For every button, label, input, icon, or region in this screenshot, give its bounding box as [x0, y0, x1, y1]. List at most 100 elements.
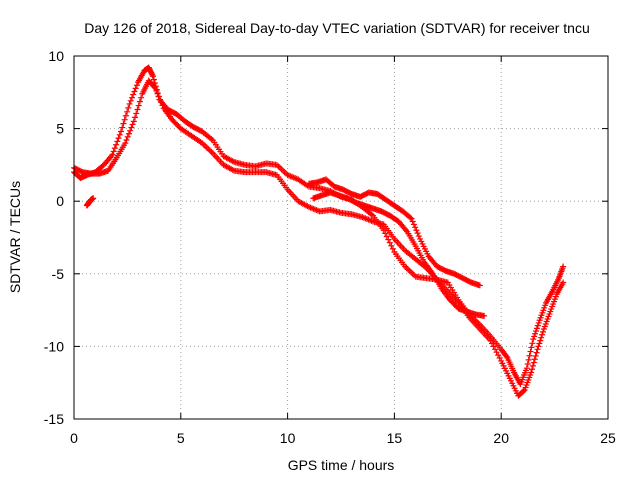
data-point-interp	[407, 214, 414, 221]
data-marks	[71, 64, 567, 399]
data-point-interp	[539, 331, 546, 338]
data-point-interp	[122, 112, 129, 119]
data-point-interp	[128, 94, 135, 101]
y-axis-label: SDTVAR / TECUs	[7, 181, 23, 293]
data-point-interp	[121, 116, 128, 123]
data-point	[130, 118, 137, 125]
data-point-interp	[113, 141, 120, 148]
data-point-interp	[150, 76, 157, 83]
y-tick-label: -15	[44, 411, 64, 427]
data-point	[528, 369, 535, 376]
series-branch-b	[71, 77, 567, 399]
y-tick-label: 5	[56, 121, 64, 137]
series-branch-d	[310, 189, 488, 319]
data-point-interp	[124, 133, 131, 140]
series-branch-c	[305, 176, 483, 289]
data-point-interp	[414, 230, 421, 237]
data-point-interp	[533, 349, 540, 356]
data-point-interp	[537, 337, 544, 344]
x-tick-label: 20	[493, 430, 509, 446]
data-point-interp	[149, 72, 156, 79]
data-point-interp	[535, 319, 542, 326]
data-point-interp	[531, 356, 538, 363]
data-point-interp	[529, 366, 536, 373]
data-point-interp	[151, 83, 158, 90]
data-point-interp	[136, 98, 143, 105]
data-point-interp	[154, 90, 161, 97]
y-tick-label: -5	[52, 266, 65, 282]
data-point-interp	[127, 127, 134, 134]
data-point-interp	[531, 333, 538, 340]
data-point-interp	[383, 233, 390, 240]
data-point-interp	[415, 233, 422, 240]
data-point-interp	[130, 91, 137, 98]
data-point-interp	[131, 88, 138, 95]
series-early-gap	[83, 195, 97, 209]
data-point-interp	[125, 104, 132, 111]
data-point-interp	[529, 362, 536, 369]
data-point-interp	[524, 361, 531, 368]
x-tick-label: 10	[280, 430, 296, 446]
data-point-interp	[530, 359, 537, 366]
data-point	[523, 365, 530, 372]
data-point	[476, 282, 483, 289]
data-point-interp	[116, 131, 123, 138]
data-point	[481, 312, 488, 319]
data-point-interp	[153, 87, 160, 94]
data-point-interp	[158, 99, 165, 106]
y-tick-label: 0	[56, 193, 64, 209]
data-point	[150, 73, 157, 80]
data-point-interp	[526, 352, 533, 359]
data-point	[117, 128, 124, 135]
data-point-interp	[138, 94, 145, 101]
x-tick-label: 0	[70, 430, 78, 446]
data-point-interp	[412, 224, 419, 231]
data-point-interp	[410, 221, 417, 228]
data-point-interp	[128, 124, 135, 131]
data-point-interp	[115, 135, 122, 142]
data-point-interp	[385, 236, 392, 243]
data-point-interp	[527, 348, 534, 355]
data-point-interp	[119, 124, 126, 131]
data-point-interp	[503, 353, 510, 360]
data-point-interp	[155, 93, 162, 100]
data-point-interp	[538, 334, 545, 341]
data-point-interp	[127, 97, 134, 104]
data-point-interp	[388, 242, 395, 249]
data-point	[126, 100, 133, 107]
data-point	[534, 346, 541, 353]
data-point-interp	[532, 352, 539, 359]
data-point-interp	[533, 325, 540, 332]
x-tick-label: 25	[600, 430, 616, 446]
data-point-interp	[133, 82, 140, 89]
chart-title: Day 126 of 2018, Sidereal Day-to-day VTE…	[84, 20, 590, 36]
data-point-interp	[520, 387, 527, 394]
plot-frame	[73, 55, 609, 420]
x-axis-label: GPS time / hours	[288, 457, 395, 473]
data-point-interp	[123, 137, 130, 144]
data-point-interp	[532, 330, 539, 337]
data-point-interp	[534, 322, 541, 329]
data-point-interp	[133, 110, 140, 117]
data-point	[560, 279, 567, 286]
data-point-interp	[129, 121, 136, 128]
data-point-interp	[111, 145, 118, 152]
y-tick-label: -10	[44, 338, 64, 354]
x-tick-label: 15	[387, 430, 403, 446]
data-point-interp	[413, 227, 420, 234]
data-point-interp	[540, 328, 547, 335]
data-point	[408, 215, 415, 222]
data-point-interp	[110, 148, 117, 155]
data-point	[560, 263, 567, 270]
data-point-interp	[382, 230, 389, 237]
data-point-interp	[535, 343, 542, 350]
data-point-interp	[536, 340, 543, 347]
data-point	[109, 151, 116, 158]
data-point-interp	[409, 218, 416, 225]
data-point-interp	[159, 102, 166, 109]
data-point-interp	[528, 344, 535, 351]
data-point-interp	[389, 245, 396, 252]
data-point	[90, 195, 97, 202]
data-point-interp	[125, 130, 132, 137]
data-point-interp	[386, 239, 393, 246]
